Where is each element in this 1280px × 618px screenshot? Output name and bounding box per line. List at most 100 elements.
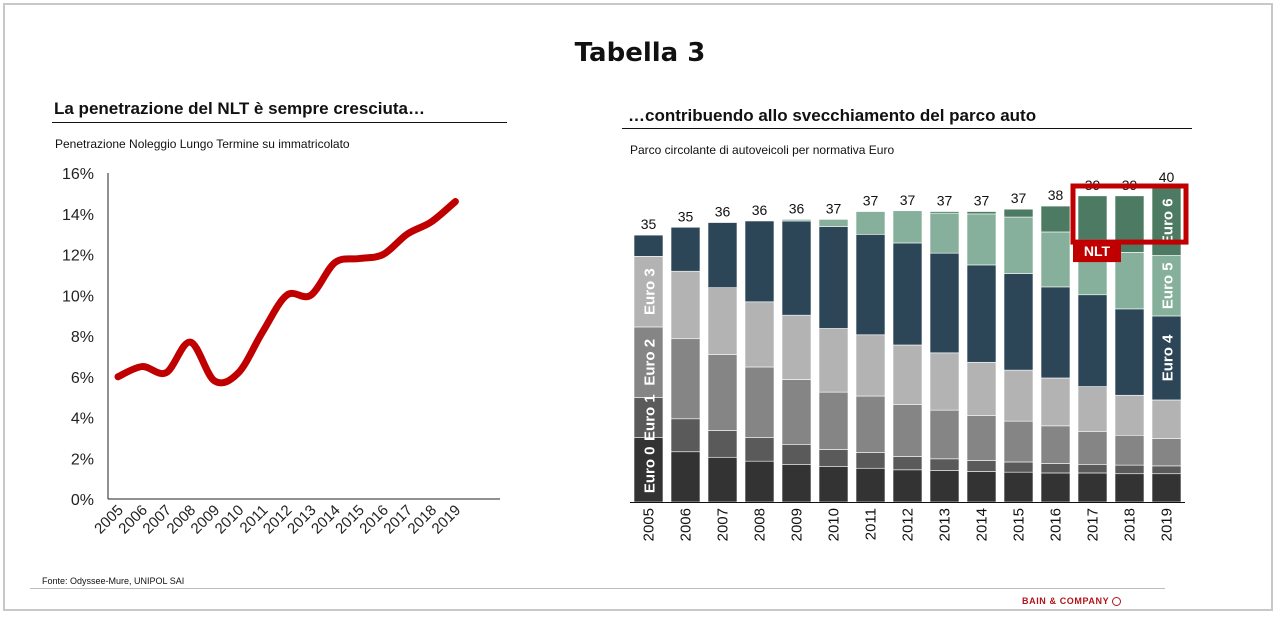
bar-segment-euro-2 — [1114, 434, 1145, 466]
page-frame — [3, 3, 1273, 611]
bar-segment-euro-2 — [707, 354, 738, 431]
bar-segment-euro-0 — [1077, 472, 1108, 503]
bar-segment-euro-3 — [855, 334, 886, 397]
bar-segment-euro-3 — [1077, 386, 1108, 432]
right-panel-title: …contribuendo allo svecchiamento del par… — [628, 106, 1037, 125]
bar-segment-euro-4 — [781, 220, 812, 316]
bar-segment-euro-4 — [966, 264, 997, 363]
bar-segment-euro-3 — [744, 301, 775, 368]
right-title-rule — [622, 128, 1192, 129]
bar-segment-euro-1 — [744, 437, 775, 462]
x-tick-label: 2017 — [1085, 508, 1102, 541]
bar-total-label: 35 — [678, 208, 694, 224]
y-tick-label: 16% — [62, 166, 94, 183]
page-title: Tabella 3 — [574, 38, 706, 68]
bar-segment-euro-3 — [670, 270, 701, 340]
bar-segment-euro-1 — [1114, 464, 1145, 475]
y-tick-label: 0% — [71, 492, 94, 509]
bar-segment-euro-2 — [781, 379, 812, 445]
bar-segment-euro-0 — [670, 451, 701, 503]
bar-segment-euro-5 — [1151, 255, 1182, 317]
penetration-series-line — [114, 198, 459, 387]
bar-segment-euro-4 — [1040, 286, 1071, 379]
bar-segment-euro-3 — [707, 287, 738, 355]
bar-segment-euro-4 — [892, 242, 923, 346]
bar-total-label: 37 — [1011, 190, 1027, 206]
bar-segment-euro-1 — [781, 444, 812, 465]
x-tick-label: 2007 — [715, 508, 732, 541]
bar-segment-euro-2 — [892, 404, 923, 457]
left-title-rule — [52, 122, 507, 123]
bar-segment-euro-2 — [818, 391, 849, 450]
bar-segment-euro-1 — [1003, 461, 1034, 473]
bar-segment-euro-2 — [855, 395, 886, 453]
source-note: Fonte: Odyssee-Mure, UNIPOL SAI — [42, 576, 185, 586]
bar-segment-euro-3 — [892, 344, 923, 405]
bar-segment-euro-3 — [929, 352, 960, 411]
bar-segment-euro-1 — [1077, 464, 1108, 474]
bar-segment-euro-5 — [781, 219, 812, 222]
bar-segment-euro-0 — [929, 470, 960, 503]
x-tick-label: 2018 — [1122, 508, 1139, 541]
bar-total-label: 37 — [937, 193, 953, 209]
bar-total-label: 40 — [1159, 169, 1175, 185]
segment-label-euro-4: Euro 4 — [1160, 334, 1177, 381]
bar-segment-euro-4 — [670, 226, 701, 272]
bar-segment-euro-5 — [1040, 231, 1071, 288]
y-tick-label: 4% — [71, 411, 94, 428]
bar-segment-euro-2 — [1151, 438, 1182, 467]
bar-segment-euro-2 — [633, 326, 664, 398]
bar-segment-euro-5 — [855, 211, 886, 235]
bar-segment-euro-2 — [1003, 420, 1034, 463]
bar-segment-euro-4 — [707, 222, 738, 288]
bar-segment-euro-0 — [892, 469, 923, 503]
nlt-tag-label: NLT — [1084, 243, 1111, 259]
segment-label-euro-1: Euro 1 — [642, 394, 659, 441]
bar-segment-euro-0 — [744, 460, 775, 503]
bar-total-label: 37 — [900, 192, 916, 208]
bar-segment-euro-6 — [1040, 205, 1071, 233]
bar-segment-euro-0 — [1151, 473, 1182, 503]
y-tick-label: 10% — [62, 288, 94, 305]
y-tick-label: 14% — [62, 207, 94, 224]
bar-total-label: 37 — [826, 200, 842, 216]
bain-logo-mark — [1112, 597, 1122, 606]
bar-segment-euro-3 — [1151, 399, 1182, 439]
bar-total-label: 36 — [789, 200, 805, 216]
nlt-tag — [1073, 240, 1121, 263]
bar-segment-euro-1 — [1040, 463, 1071, 474]
bar-segment-euro-0 — [966, 471, 997, 503]
footer-divider — [30, 588, 1165, 589]
segment-label-euro-3: Euro 3 — [642, 268, 659, 315]
bar-segment-euro-3 — [1114, 394, 1145, 436]
bar-segment-euro-5 — [929, 212, 960, 254]
x-tick-label: 2016 — [1048, 508, 1065, 541]
bar-segment-euro-6 — [1077, 195, 1108, 241]
bar-segment-euro-3 — [966, 361, 997, 416]
bar-segment-euro-1 — [1151, 465, 1182, 475]
bar-total-label: 37 — [863, 193, 879, 209]
x-tick-label: 2008 — [752, 508, 769, 541]
bar-segment-euro-2 — [1077, 431, 1108, 465]
bar-segment-euro-4 — [1003, 273, 1034, 371]
x-tick-label: 2014 — [974, 508, 991, 541]
bar-total-label: 37 — [974, 193, 990, 209]
bar-segment-euro-5 — [818, 219, 849, 227]
x-tick-label: 2019 — [1159, 508, 1176, 541]
bar-segment-euro-0 — [1114, 473, 1145, 503]
bar-segment-euro-2 — [744, 366, 775, 438]
bar-segment-euro-1 — [892, 456, 923, 471]
bar-segment-euro-1 — [855, 452, 886, 469]
x-tick-label: 2019 — [429, 502, 465, 538]
bar-segment-euro-1 — [929, 458, 960, 471]
bar-segment-euro-5 — [892, 210, 923, 244]
x-tick-label: 2009 — [789, 508, 806, 541]
y-tick-label: 6% — [71, 370, 94, 387]
bar-segment-euro-4 — [855, 234, 886, 336]
bar-total-label: 36 — [752, 202, 768, 218]
y-tick-label: 8% — [71, 329, 94, 346]
bar-segment-euro-0 — [1040, 472, 1071, 503]
bar-total-label: 36 — [715, 204, 731, 220]
bar-segment-euro-0 — [633, 437, 664, 503]
bar-segment-euro-6 — [1003, 208, 1034, 218]
